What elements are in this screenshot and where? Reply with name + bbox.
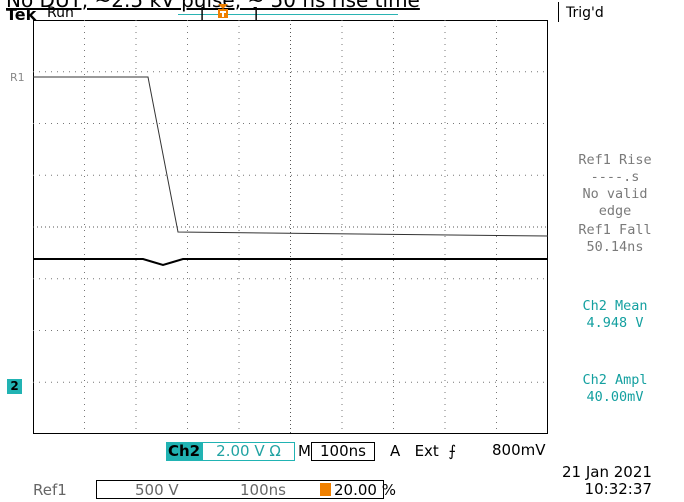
timestamp-date: 21 Jan 2021 bbox=[562, 463, 652, 481]
trigger-level[interactable]: 800mV bbox=[492, 441, 546, 459]
trigger-position-icon bbox=[218, 4, 228, 18]
ref1-rise-note: edge bbox=[598, 203, 632, 219]
timestamp-time: 10:32:37 bbox=[584, 480, 652, 498]
ref1-fall-measurement: Ref1 Fall 50.14ns bbox=[556, 222, 674, 256]
ref1-rise-measurement: Ref1 Rise ----.s No valid edge bbox=[556, 152, 674, 220]
reference-label: Ref1 bbox=[33, 481, 67, 499]
ref1-waveform-trace bbox=[33, 76, 548, 237]
caption-text: No DUT, ~2.5 kV pulse, ~ 50 ns rise time bbox=[6, 0, 420, 12]
graticule-center-axes bbox=[33, 20, 548, 434]
ch2-mean-measurement: Ch2 Mean 4.948 V bbox=[556, 298, 674, 332]
ref1-marker: R1 bbox=[10, 71, 25, 84]
trigger-settings[interactable]: A Ext ⨍ bbox=[390, 443, 456, 460]
ch2-waveform-trace bbox=[33, 258, 548, 267]
waveform-display[interactable] bbox=[33, 20, 548, 434]
acquisition-state: Run bbox=[47, 5, 74, 21]
reference-settings-box[interactable] bbox=[96, 480, 384, 499]
time-div-field[interactable]: 100ns bbox=[311, 442, 375, 461]
trigger-source: Ext bbox=[414, 442, 439, 460]
trigger-mode: A bbox=[390, 442, 401, 460]
ch2-marker-icon: 2 bbox=[7, 379, 22, 394]
ref1-rise-title: Ref1 Rise bbox=[578, 152, 652, 168]
trigger-status: Trig'd bbox=[566, 5, 604, 21]
main-timebase-label: M bbox=[298, 442, 311, 460]
brand-logo: Tek bbox=[6, 5, 37, 24]
ref1-rise-value: ----.s bbox=[590, 169, 640, 185]
ch2-mean-value: 4.948 V bbox=[586, 315, 644, 331]
reference-position: 20.00 % bbox=[334, 481, 396, 499]
volts-div-field[interactable]: 2.00 V Ω bbox=[202, 442, 295, 461]
record-bracket-left: [ bbox=[200, 4, 207, 23]
rising-edge-icon: ⨍ bbox=[448, 442, 457, 460]
reference-volts: 500 V bbox=[135, 481, 179, 499]
trigger-position-bar bbox=[178, 14, 398, 15]
timestamp: 21 Jan 2021 10:32:37 bbox=[562, 464, 652, 498]
ch2-ampl-measurement: Ch2 Ampl 40.00mV bbox=[556, 372, 674, 406]
ref1-fall-title: Ref1 Fall bbox=[578, 222, 652, 238]
ch2-ampl-value: 40.00mV bbox=[586, 389, 644, 405]
ref1-fall-value: 50.14ns bbox=[586, 239, 644, 255]
trigger-position-icon bbox=[320, 483, 331, 496]
ref1-rise-note: No valid bbox=[582, 186, 648, 202]
channel-button[interactable]: Ch2 bbox=[166, 442, 202, 461]
ch2-mean-title: Ch2 Mean bbox=[582, 298, 648, 314]
record-bracket-right: ] bbox=[252, 4, 259, 23]
reference-time: 100ns bbox=[240, 481, 286, 499]
ch2-ampl-title: Ch2 Ampl bbox=[582, 372, 648, 388]
status-separator bbox=[558, 2, 559, 22]
